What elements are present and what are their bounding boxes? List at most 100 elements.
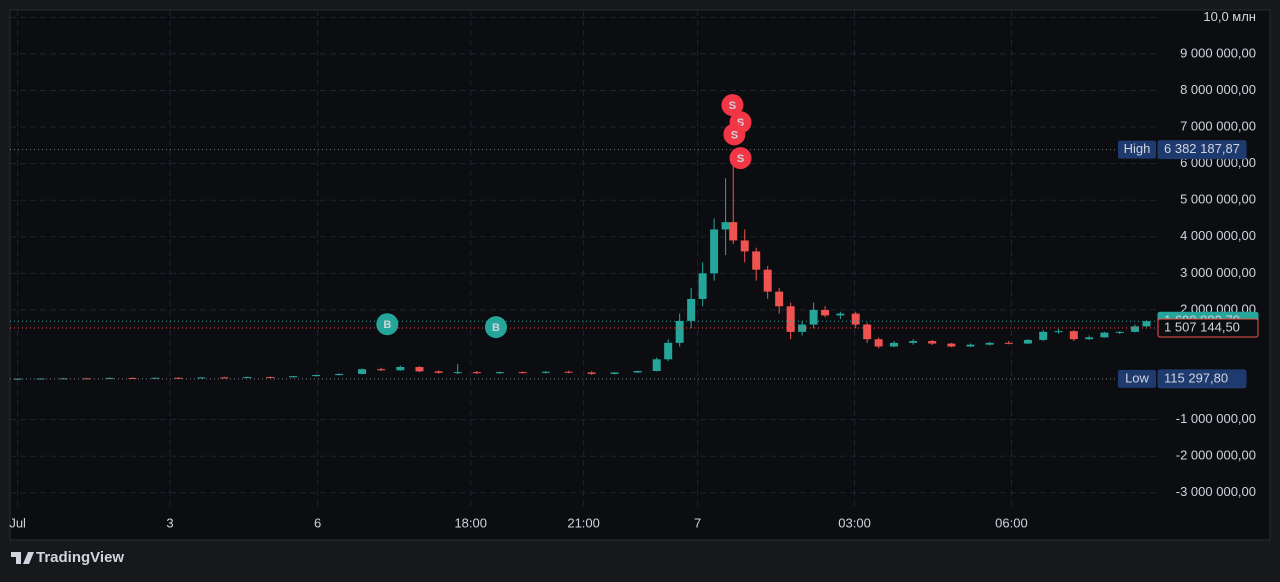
trade-marker	[721, 94, 744, 117]
candle-body	[675, 320, 684, 343]
candle-body	[415, 366, 424, 372]
candle-body	[289, 376, 298, 378]
candle-body	[740, 240, 749, 252]
candle-body	[266, 377, 275, 379]
y-tick-label: -1 000 000,00	[1176, 411, 1256, 426]
candle-body	[128, 377, 137, 379]
candle-body	[587, 372, 596, 374]
candle-body	[710, 229, 719, 274]
x-tick-label: 21:00	[567, 515, 600, 530]
candle-body	[59, 378, 68, 380]
price-name-box	[1118, 140, 1156, 159]
candle-body	[335, 373, 344, 376]
candle-body	[721, 222, 730, 230]
candle-body	[13, 378, 22, 380]
candle-body	[495, 372, 504, 374]
candle-body	[396, 366, 405, 371]
candle-body	[909, 341, 918, 343]
candle-body	[174, 377, 183, 379]
candle-body	[809, 309, 818, 325]
candle-body	[928, 341, 937, 344]
chart-panel	[9, 9, 1271, 541]
candle-body	[633, 371, 642, 373]
trade-marker	[723, 123, 746, 146]
candle-body	[1100, 332, 1109, 338]
y-tick-label: -3 000 000,00	[1176, 484, 1256, 499]
candle-body	[220, 377, 229, 379]
price-name: Low	[1125, 370, 1149, 385]
candle-body	[197, 377, 206, 379]
y-tick-label: 10,0 млн	[1203, 9, 1256, 24]
logo-icon	[11, 552, 34, 564]
candle-body	[358, 369, 367, 374]
price-label: 115 297,80	[1164, 370, 1228, 385]
trade-marker-label: B	[383, 319, 391, 331]
candle-body	[541, 371, 550, 373]
candle-body	[151, 377, 160, 379]
x-tick-label: Jul	[9, 515, 26, 530]
candle-body	[821, 309, 830, 316]
price-name-box	[1118, 369, 1156, 388]
candle-body	[1131, 326, 1140, 332]
candle-body	[453, 372, 462, 374]
x-tick-label: 3	[166, 515, 173, 530]
trade-marker	[729, 147, 752, 170]
candle-body	[763, 269, 772, 292]
candle-body	[874, 339, 883, 347]
x-tick-label: 03:00	[838, 515, 871, 530]
candle-body	[664, 342, 673, 360]
candle-body	[472, 372, 481, 374]
candle-body	[966, 344, 975, 347]
trade-marker-label: S	[737, 117, 744, 129]
candle-body	[1039, 331, 1048, 340]
candle-body	[851, 313, 860, 325]
candle-body	[1054, 331, 1063, 333]
candle-body	[434, 371, 443, 373]
y-tick-label: -2 000 000,00	[1176, 448, 1256, 463]
candle-body	[1085, 337, 1094, 340]
trade-marker-label: S	[729, 100, 736, 112]
price-label: 1 507 144,50	[1164, 319, 1240, 334]
candle-body	[312, 375, 321, 377]
price-label-box	[1157, 318, 1259, 338]
candle-body	[105, 377, 114, 379]
x-tick-label: 06:00	[995, 515, 1028, 530]
candle-body	[889, 342, 898, 347]
candle-body	[1115, 331, 1124, 333]
candle-body	[1142, 321, 1151, 327]
candle-body	[698, 273, 707, 299]
candle-body	[947, 343, 956, 347]
candle-body	[687, 298, 696, 321]
trade-marker-label: S	[737, 153, 744, 165]
candle-body	[243, 377, 252, 379]
candle-body	[564, 371, 573, 373]
trade-marker	[376, 313, 399, 336]
candle-body	[1004, 342, 1013, 344]
price-label-box	[1157, 369, 1247, 389]
trade-marker-label: S	[731, 129, 738, 141]
trade-marker-label: B	[492, 322, 500, 334]
candle-body	[377, 369, 386, 371]
candle-body	[518, 372, 527, 374]
candle-body	[610, 372, 619, 374]
x-tick-label: 6	[314, 515, 321, 530]
tradingview-logo: TradingView	[11, 549, 124, 566]
y-tick-label: 5 000 000,00	[1180, 192, 1256, 207]
candle-body	[1069, 331, 1078, 340]
candle-body	[729, 222, 738, 241]
y-tick-label: 8 000 000,00	[1180, 82, 1256, 97]
x-tick-label: 18:00	[454, 515, 487, 530]
price-label: 6 382 187,87	[1164, 141, 1240, 156]
y-tick-label: 7 000 000,00	[1180, 118, 1256, 133]
candle-body	[1023, 339, 1032, 344]
candle-body	[652, 359, 661, 372]
x-tick-label: 7	[694, 515, 701, 530]
y-tick-label: 9 000 000,00	[1180, 45, 1256, 60]
candle-body	[786, 306, 795, 332]
candle-body	[985, 342, 994, 345]
trade-marker	[484, 316, 507, 339]
y-tick-label: 4 000 000,00	[1180, 228, 1256, 243]
price-name: High	[1124, 141, 1151, 156]
